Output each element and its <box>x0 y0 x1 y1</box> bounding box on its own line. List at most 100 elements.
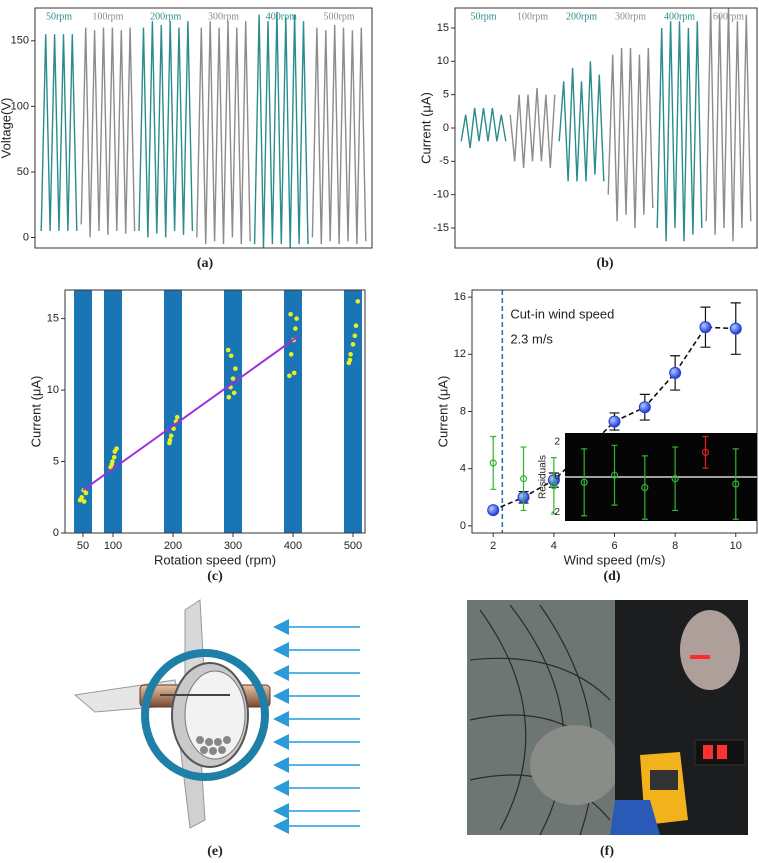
segment-label: 100rpm <box>517 11 548 22</box>
point <box>288 352 294 357</box>
y-axis-label: Current (μA) <box>418 92 433 164</box>
y-tick-label: 0 <box>443 122 449 134</box>
residual-point <box>519 475 528 483</box>
band <box>74 290 92 533</box>
y-tick-label: -15 <box>433 222 449 234</box>
segment-label: 400rpm <box>266 11 297 22</box>
plot-frame <box>64 289 366 534</box>
point <box>78 496 84 501</box>
residual-point <box>550 482 558 490</box>
band <box>224 290 242 533</box>
residual-point <box>732 480 740 488</box>
segment-label: 200rpm <box>150 11 181 22</box>
waveform <box>460 107 507 149</box>
residual-point <box>701 448 710 456</box>
x-tick-label: 10 <box>730 540 742 552</box>
y-tick-label: 0 <box>23 231 29 243</box>
point <box>287 373 292 379</box>
segment-label: 100rpm <box>92 11 123 22</box>
point <box>81 499 87 504</box>
inset-y-tick-label: 2 <box>554 436 560 447</box>
segment-label: 400rpm <box>664 11 695 22</box>
residual-error <box>641 455 648 520</box>
annotation: Cut-in wind speed <box>510 306 614 321</box>
annotation: 2.3 m/s <box>510 331 553 346</box>
point <box>291 370 297 376</box>
band <box>344 290 362 533</box>
point <box>114 446 119 451</box>
panel-label: (f) <box>600 844 614 859</box>
point <box>353 323 359 329</box>
y-axis-label: Current (μA) <box>28 376 43 448</box>
y-axis-label: Voltage(V) <box>0 98 13 159</box>
point <box>487 504 500 517</box>
y-tick-label: 15 <box>47 312 59 324</box>
point <box>288 312 293 317</box>
residual-point <box>641 483 649 492</box>
segment-label: 600rpm <box>713 11 744 22</box>
y-tick-label: 8 <box>460 405 466 417</box>
point <box>293 326 298 331</box>
residual-error <box>611 444 618 506</box>
segment-label: 50rpm <box>470 11 496 22</box>
panel-label: (d) <box>603 569 620 584</box>
y-tick-label: 150 <box>11 35 29 47</box>
point <box>168 433 174 439</box>
point <box>347 357 353 363</box>
panel-label: (a) <box>197 256 214 271</box>
point <box>608 415 621 428</box>
band <box>164 290 182 533</box>
x-tick-label: 50 <box>77 540 89 552</box>
y-tick-label: 12 <box>454 348 466 360</box>
point <box>167 437 173 443</box>
waveform <box>196 21 251 245</box>
photo <box>467 600 748 836</box>
point <box>230 376 236 381</box>
residual-error <box>550 457 557 515</box>
segment-label: 200rpm <box>566 11 597 22</box>
point <box>699 321 712 334</box>
segment-label: 500rpm <box>324 11 355 22</box>
inset-y-label: Residuals <box>538 455 549 499</box>
point <box>228 353 234 359</box>
x-tick-label: 200 <box>164 540 182 552</box>
waveform <box>311 24 367 245</box>
residual-error <box>702 435 709 469</box>
point <box>174 414 180 420</box>
y-tick-label: 5 <box>443 89 449 101</box>
band <box>104 290 122 533</box>
inset-y-tick-label: 0 <box>554 472 560 483</box>
plot-frame <box>34 7 373 249</box>
point <box>669 366 682 379</box>
waveform <box>509 87 556 169</box>
waveform <box>138 21 194 238</box>
residual-error <box>732 448 739 520</box>
panel-label: (e) <box>207 844 223 859</box>
x-tick-label: 8 <box>672 540 678 552</box>
point <box>231 390 237 396</box>
point <box>225 347 231 353</box>
segment-label: 300rpm <box>615 11 646 22</box>
point <box>729 322 742 335</box>
residual-point <box>610 471 619 479</box>
segment-label: 50rpm <box>46 11 72 22</box>
x-tick-label: 500 <box>344 540 362 552</box>
x-axis-label: Rotation speed (rpm) <box>154 552 276 567</box>
point <box>352 333 358 339</box>
point <box>294 316 299 321</box>
point <box>638 401 651 414</box>
y-tick-label: 4 <box>460 463 466 475</box>
waveform <box>253 11 309 249</box>
y-tick-label: 10 <box>437 55 449 67</box>
residual-point <box>671 475 679 483</box>
waveform <box>558 61 605 182</box>
residual-point <box>489 459 497 467</box>
point <box>233 366 238 371</box>
waveform <box>607 47 654 229</box>
waveform <box>40 34 78 232</box>
y-tick-label: 100 <box>11 100 29 112</box>
band <box>284 290 302 533</box>
point <box>109 462 115 467</box>
waveform <box>656 21 703 242</box>
